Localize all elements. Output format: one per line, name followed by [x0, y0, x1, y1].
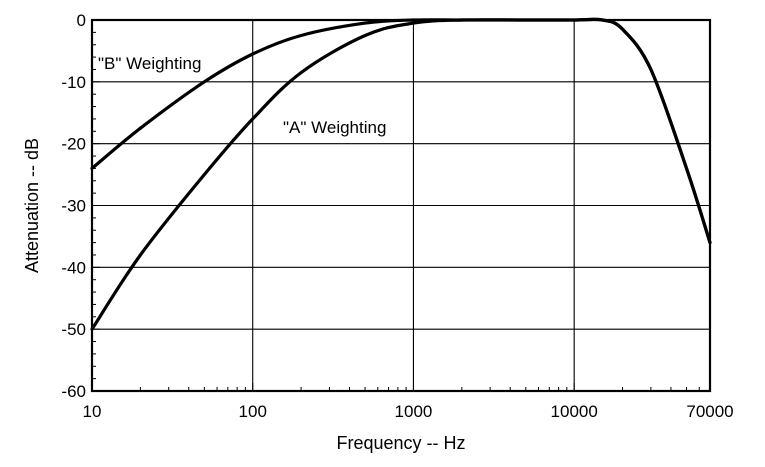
- x-tick-label: 10000: [551, 402, 598, 421]
- y-tick-label: -10: [61, 73, 86, 92]
- x-tick-label: 70000: [686, 402, 733, 421]
- y-tick-label: -40: [61, 258, 86, 277]
- x-tick-label: 1000: [395, 402, 433, 421]
- x-tick-labels: 10 100 1000 10000 70000: [83, 402, 734, 421]
- series-b-weighting-line: [90, 17, 712, 245]
- x-axis-label: Frequency -- Hz: [336, 433, 465, 453]
- plot-frame: [90, 18, 712, 393]
- x-tick-label: 10: [83, 402, 102, 421]
- y-tick-label: -20: [61, 135, 86, 154]
- annotations: "B" Weighting "A" Weighting: [98, 54, 386, 137]
- grid-lines: [92, 20, 710, 391]
- y-tick-labels: 0 -10 -20 -30 -40 -50 -60: [61, 11, 86, 401]
- y-tick-label: -50: [61, 320, 86, 339]
- a-weighting-label: "A" Weighting: [283, 118, 386, 137]
- x-tick-label: 100: [239, 402, 267, 421]
- y-tick-label: -30: [61, 197, 86, 216]
- y-tick-label: 0: [77, 11, 86, 30]
- b-weighting-label: "B" Weighting: [98, 54, 201, 73]
- y-axis-label: Attenuation -- dB: [22, 138, 42, 273]
- y-tick-label: -60: [61, 382, 86, 401]
